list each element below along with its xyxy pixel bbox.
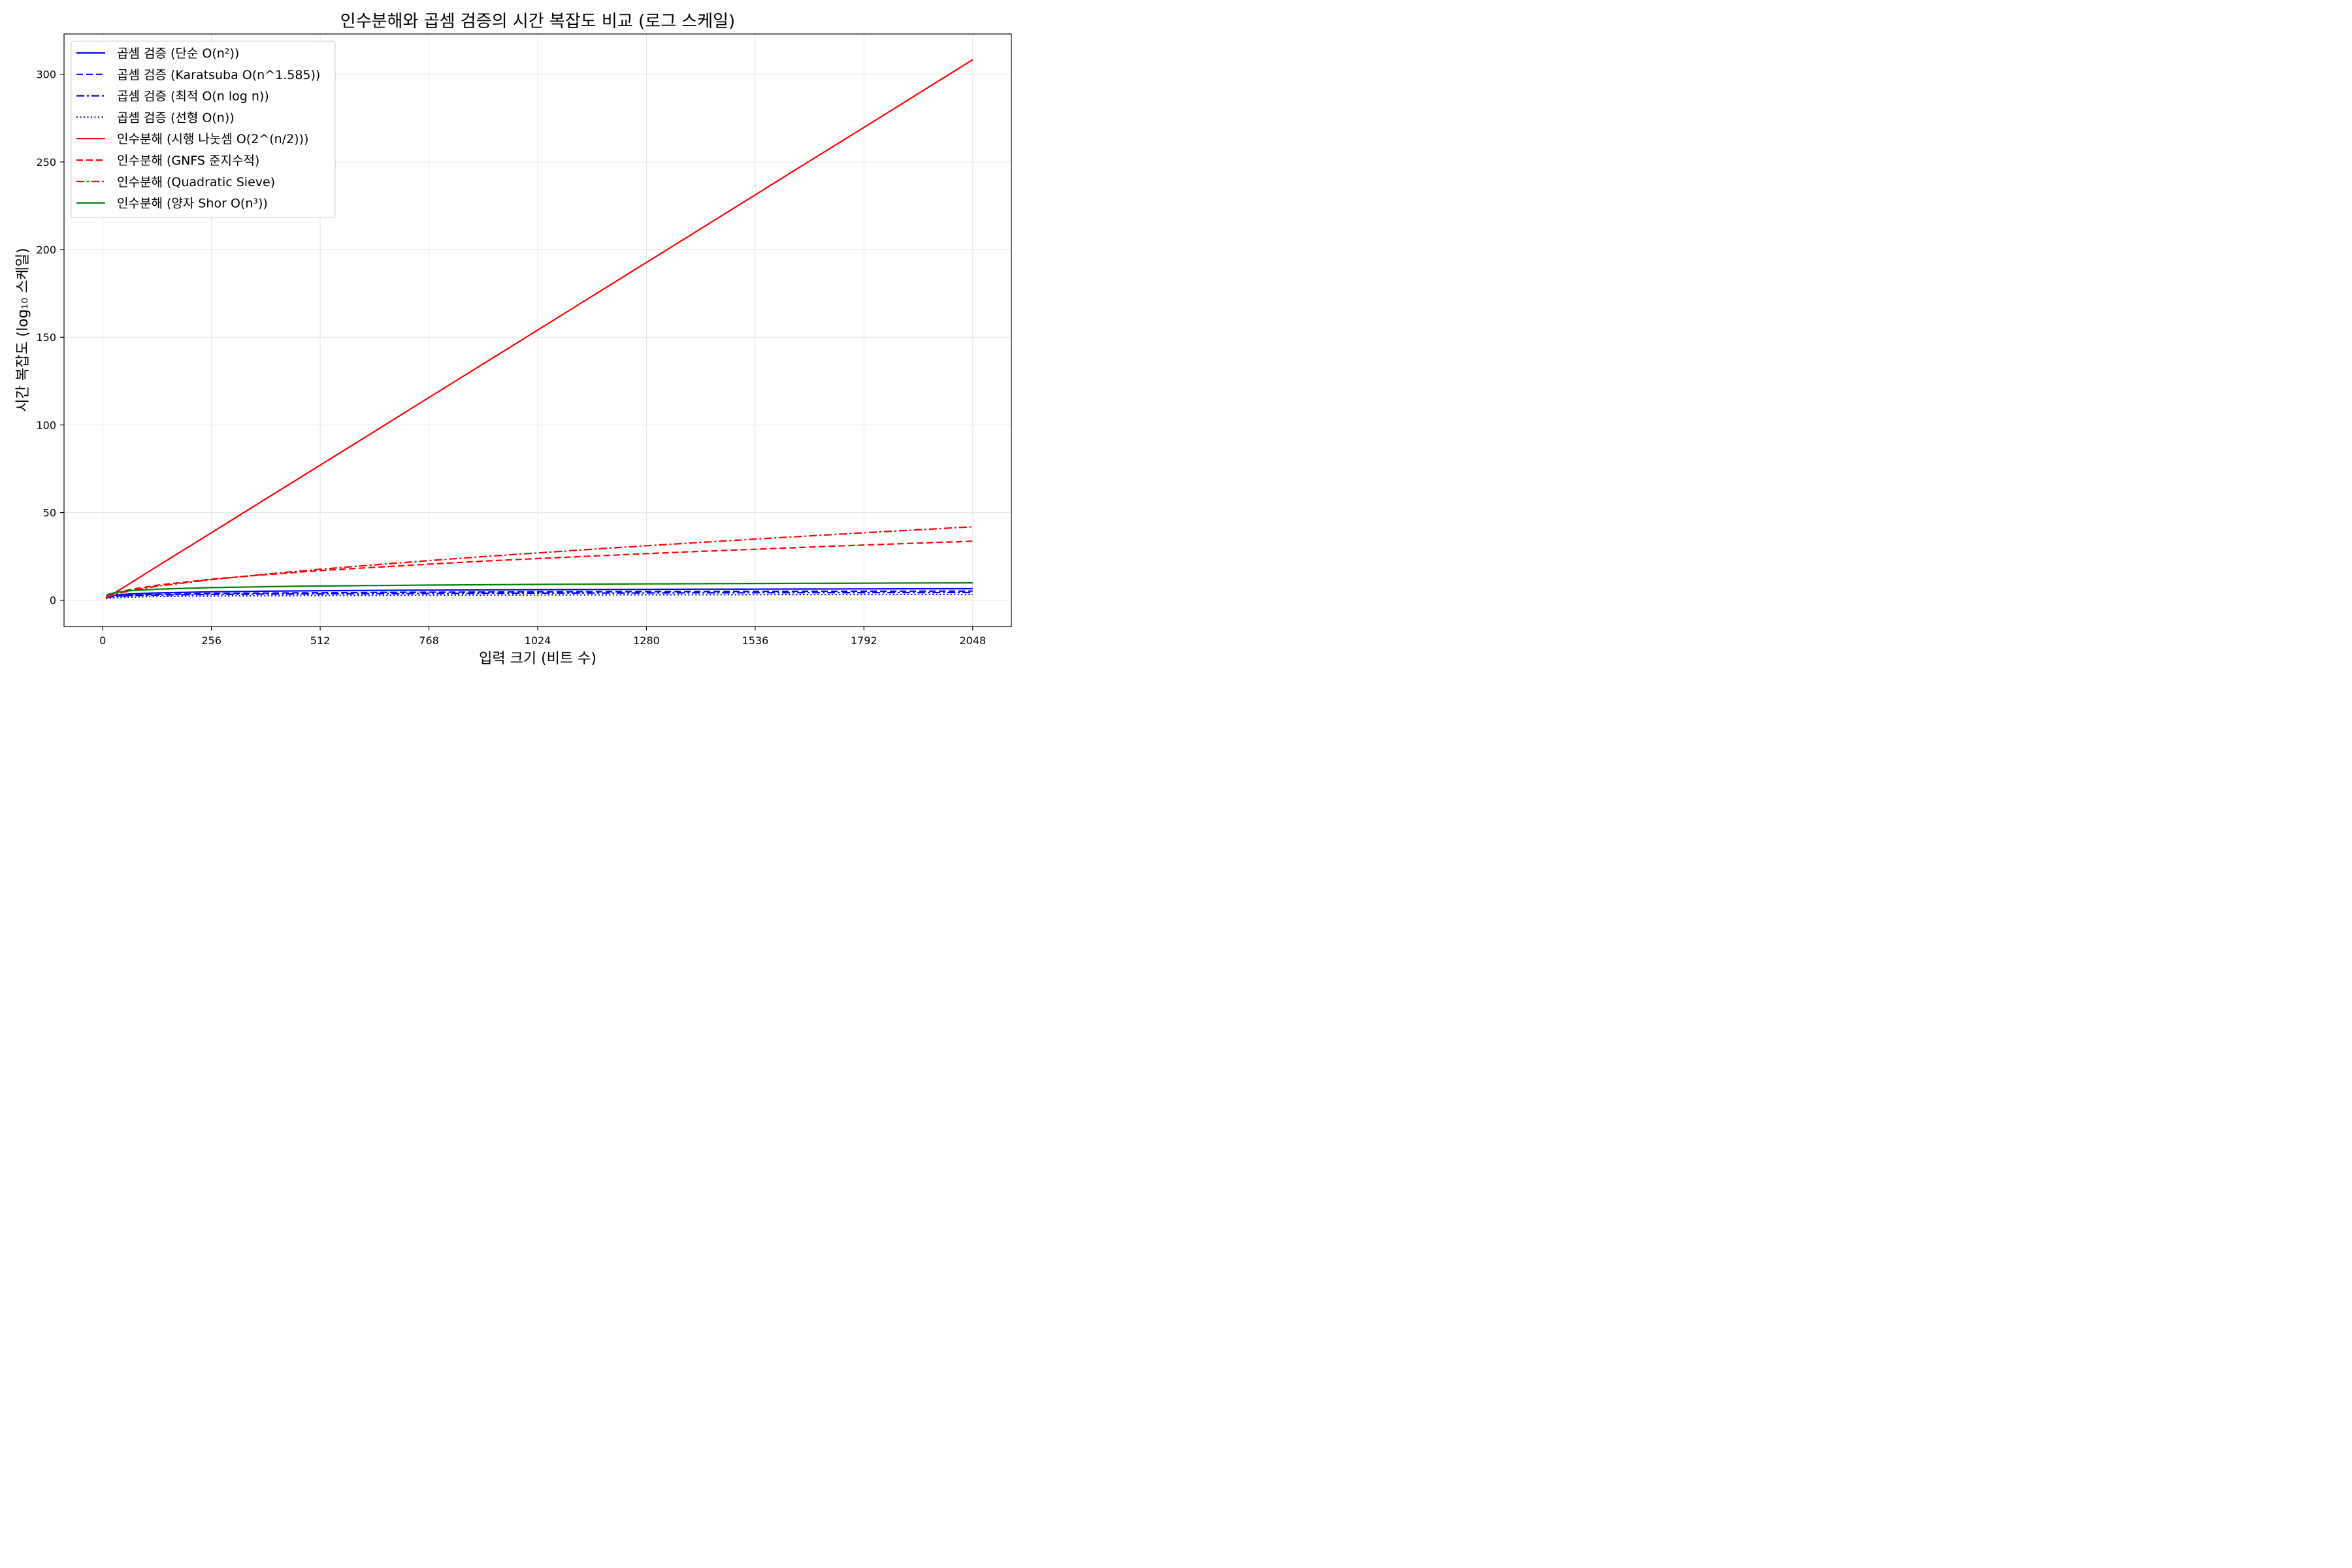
y-axis-label: 시간 복잡도 (log₁₀ 스케일) <box>15 248 31 412</box>
legend-entry-1: 곱셈 검증 (단순 O(n²)) <box>117 46 239 61</box>
x-tick-label: 768 <box>419 634 439 647</box>
x-tick-label: 0 <box>99 634 106 647</box>
x-tick-label: 512 <box>310 634 331 647</box>
series-line-5 <box>105 59 973 599</box>
legend-box <box>71 41 336 218</box>
chart-title: 인수분해와 곱셈 검증의 시간 복잡도 비교 (로그 스케일) <box>340 12 735 31</box>
x-tick-label: 256 <box>201 634 221 647</box>
legend-entry-5: 인수분해 (시행 나눗셈 O(2^(n/2))) <box>117 132 308 146</box>
y-tick-label: 300 <box>36 69 56 81</box>
series-line-6 <box>105 540 973 598</box>
legend-entry-7: 인수분해 (Quadratic Sieve) <box>117 175 275 189</box>
y-tick-label: 200 <box>36 244 56 256</box>
x-axis-label: 입력 크기 (비트 수) <box>479 651 596 667</box>
series-line-4 <box>106 593 973 600</box>
x-tick-label: 1792 <box>851 634 877 647</box>
series-line-7 <box>105 526 973 598</box>
y-tick-label: 100 <box>36 419 56 431</box>
series-line-8 <box>105 581 973 596</box>
series-line-3 <box>106 591 973 599</box>
legend-entry-3: 곱셈 검증 (최적 O(n log n)) <box>117 90 269 104</box>
series-layer <box>105 59 973 600</box>
y-tick-label: 0 <box>50 595 56 607</box>
legend-entry-8: 인수분해 (양자 Shor O(n³)) <box>117 197 268 211</box>
y-tick-label: 150 <box>36 331 56 344</box>
x-tick-label: 1536 <box>742 634 769 647</box>
x-tick-label: 1280 <box>633 634 660 647</box>
legend-entry-2: 곱셈 검증 (Karatsuba O(n^1.585)) <box>117 68 320 82</box>
legend: 곱셈 검증 (단순 O(n²)) 곱셈 검증 (Karatsuba O(n^1.5… <box>71 41 336 218</box>
x-tick-label: 2048 <box>959 634 986 647</box>
y-tick-label: 50 <box>43 507 56 519</box>
legend-entry-4: 곱셈 검증 (선형 O(n)) <box>117 110 235 125</box>
legend-entry-6: 인수분해 (GNFS 준지수적) <box>117 154 259 168</box>
y-axis: 0 50 100 150 200 250 300 <box>36 69 64 607</box>
x-tick-label: 1024 <box>525 634 551 647</box>
complexity-chart: 인수분해와 곱셈 검증의 시간 복잡도 비교 (로그 스케일) 0 256 512 7… <box>15 12 1012 667</box>
series-line-1 <box>106 587 973 598</box>
y-tick-label: 250 <box>36 156 56 169</box>
x-axis: 0 256 512 768 1024 1280 1536 1792 2048 <box>99 627 986 647</box>
